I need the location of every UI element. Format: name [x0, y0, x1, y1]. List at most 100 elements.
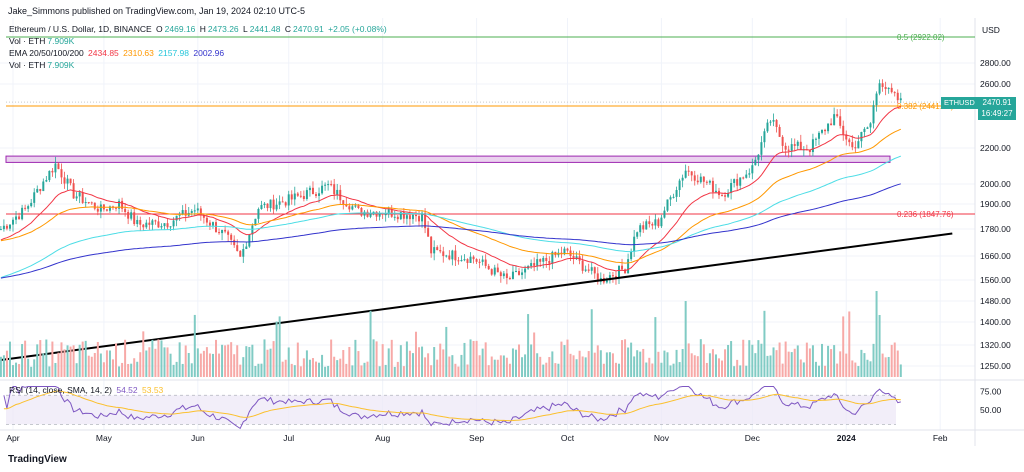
symbol-title[interactable]: Ethereum / U.S. Dollar, 1D, BINANCE — [9, 24, 152, 34]
candle-body — [21, 207, 24, 220]
volume-bar — [675, 349, 678, 377]
candle-body — [166, 223, 169, 228]
candle-body — [411, 214, 414, 220]
ema-legend[interactable]: EMA 20/50/100/200 2434.85 2310.63 2157.9… — [9, 48, 225, 58]
volume-bar — [411, 353, 414, 377]
time-axis: Apr May Jun Jul Aug Sep Oct Nov Dec 2024 Feb — [6, 433, 947, 443]
time-tick-label: Feb — [933, 433, 948, 443]
tradingview-logo: TradingView — [8, 454, 67, 465]
volume-bar — [230, 342, 233, 377]
candle-body — [866, 127, 869, 129]
volume-legend-1[interactable]: Vol · ETH 7.909K — [9, 36, 75, 46]
volume-bar — [714, 354, 717, 377]
volume-bar — [211, 353, 214, 377]
volume-bar — [202, 350, 205, 377]
candle-body — [157, 221, 160, 228]
candle-body — [624, 269, 627, 274]
volume-bar — [687, 343, 690, 377]
volume-bar — [514, 349, 517, 377]
candle-body — [663, 210, 666, 218]
volume-bar — [469, 339, 472, 377]
high-value: 2473.26 — [207, 24, 239, 34]
volume-bar — [224, 345, 227, 377]
candle-body — [442, 251, 445, 257]
price-tick-label: 1780.00 — [980, 224, 1011, 234]
candle-body — [524, 268, 527, 273]
price-tick-label: 1900.00 — [980, 199, 1011, 209]
rsi-legend[interactable]: RSI (14, close, SMA, 14, 2) 54.52 53.53 — [9, 385, 164, 395]
candle-body — [666, 199, 669, 211]
candle-body — [81, 192, 84, 203]
candle-body — [475, 259, 478, 262]
candle-body — [645, 221, 648, 230]
candle-body — [702, 176, 705, 182]
volume-legend-2[interactable]: Vol · ETH 7.909K — [9, 60, 75, 70]
candle-body — [448, 255, 451, 260]
volume-bar — [872, 343, 875, 377]
volume-bar — [421, 346, 424, 377]
candle-body — [460, 260, 463, 262]
candle-body — [681, 177, 684, 181]
volume-bar — [584, 357, 587, 377]
volume-bar — [684, 301, 687, 377]
volume-bar — [269, 348, 272, 377]
price-tick-label: 2800.00 — [980, 58, 1011, 68]
volume-bar — [305, 350, 308, 377]
volume-bar — [139, 352, 142, 377]
volume-bar — [205, 347, 208, 377]
candle-body — [699, 176, 702, 183]
candle-body — [215, 222, 218, 233]
volume-bar — [669, 365, 672, 377]
candle-body — [139, 219, 142, 225]
volume-bar — [824, 365, 827, 377]
candle-body — [851, 142, 854, 148]
candle-body — [566, 248, 569, 251]
volume-bar — [190, 363, 193, 377]
volume-bar — [781, 363, 784, 377]
candle-body — [454, 250, 457, 261]
candle-body — [324, 184, 327, 186]
candle-body — [124, 208, 127, 212]
candle-body — [218, 232, 221, 234]
candle-body — [766, 122, 769, 132]
candle-body — [621, 265, 624, 270]
ema100-value: 2157.98 — [158, 48, 189, 58]
volume-bar — [863, 353, 866, 377]
volume-bar — [30, 366, 33, 377]
volume-bar — [548, 357, 551, 377]
candle-body — [384, 214, 387, 216]
candle-body — [763, 131, 766, 143]
candle-body — [590, 267, 593, 271]
candle-body — [484, 259, 487, 266]
volume-bar — [48, 366, 51, 377]
volume-bar — [708, 353, 711, 377]
candle-body — [678, 180, 681, 191]
volume-bar — [463, 342, 466, 377]
candle-body — [772, 120, 775, 122]
candle-body — [736, 179, 739, 186]
candle-body — [54, 163, 57, 173]
volume-bar — [118, 366, 121, 377]
volume-bar — [478, 355, 481, 377]
candle-body — [275, 204, 278, 210]
candle-body — [796, 141, 799, 146]
volume-bar — [554, 363, 557, 377]
candle-body — [251, 225, 254, 235]
candle-body — [133, 212, 136, 225]
volume-bar — [5, 350, 8, 377]
volume-bar — [599, 350, 602, 377]
volume-bar — [796, 345, 799, 377]
volume-bar — [363, 362, 366, 377]
volume-bar — [787, 351, 790, 377]
volume-bar — [545, 362, 548, 377]
volume-bar — [590, 309, 593, 377]
volume-bar — [336, 360, 339, 377]
candle-body — [708, 180, 711, 183]
symbol-tag: ETHUSD — [941, 97, 978, 109]
candle-body — [657, 219, 660, 227]
volume-bar — [45, 339, 48, 377]
volume-bar — [875, 291, 878, 377]
change-value: +2.05 (+0.08%) — [328, 24, 387, 34]
volume-bar — [575, 359, 578, 377]
